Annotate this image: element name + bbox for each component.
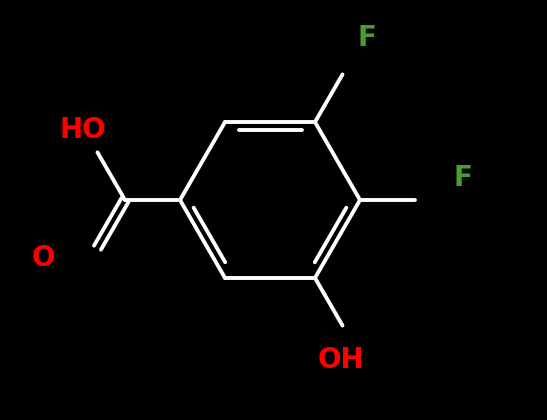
Text: HO: HO [60,116,107,144]
Text: OH: OH [318,346,365,374]
Text: F: F [454,164,473,192]
Text: O: O [32,244,55,272]
Text: F: F [358,24,377,52]
